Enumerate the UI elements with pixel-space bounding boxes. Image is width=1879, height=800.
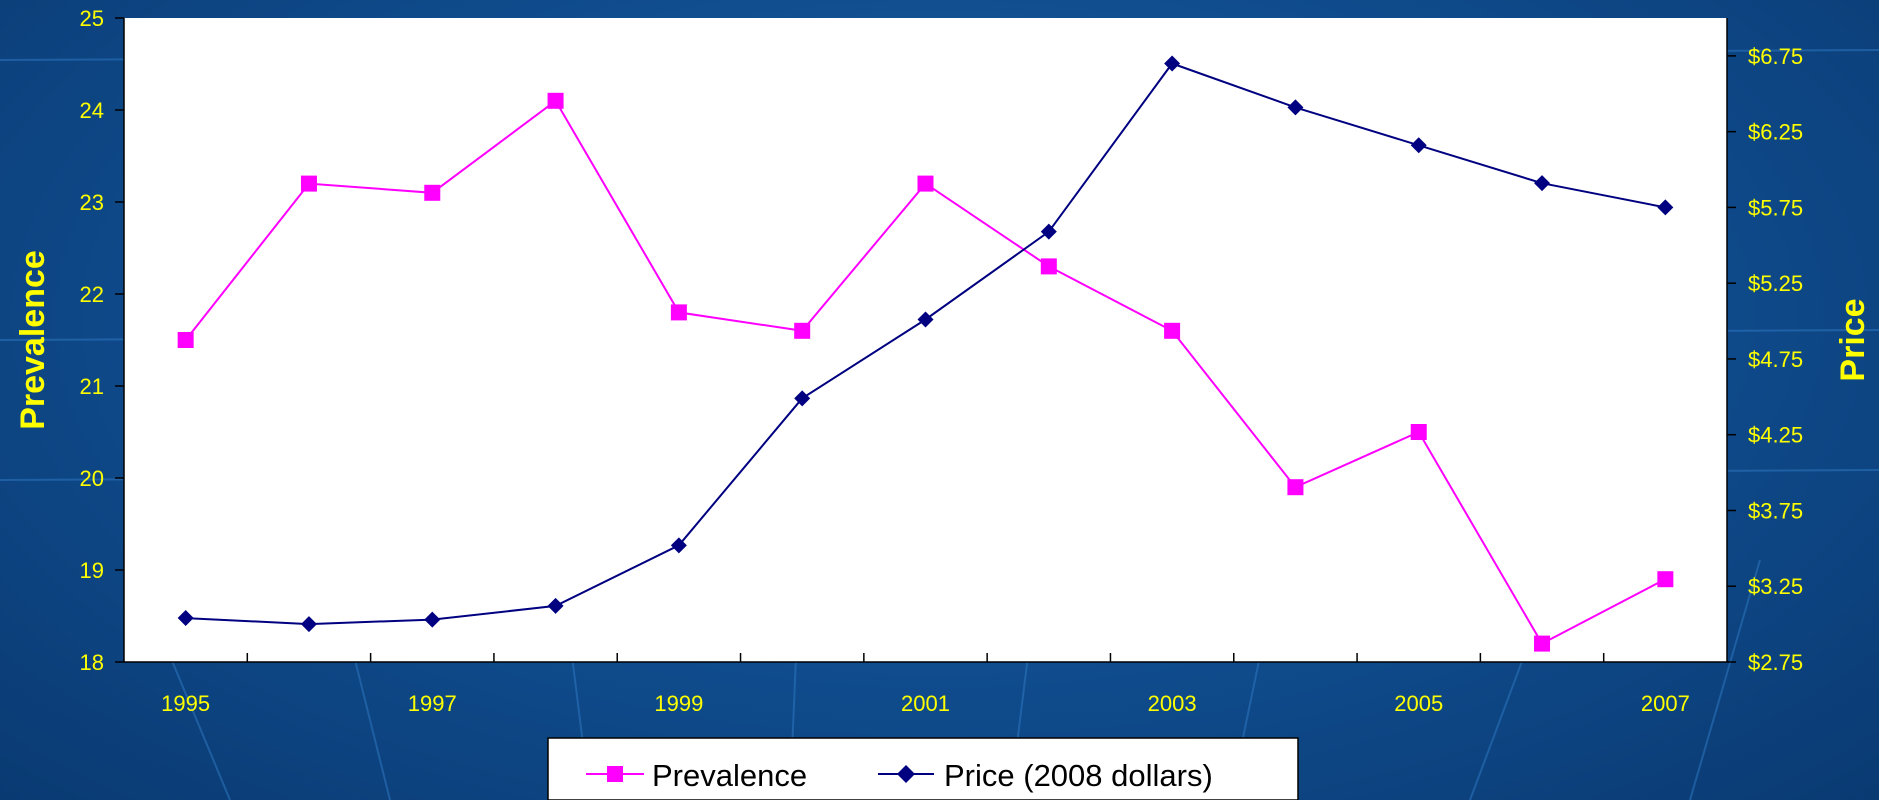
- price-point: [1534, 175, 1551, 192]
- y-axis-left-title: Prevalence: [14, 250, 52, 430]
- y-left-tick-label: 23: [80, 190, 104, 215]
- y-left-tick-label: 22: [80, 282, 104, 307]
- x-tick-label: 2003: [1148, 691, 1197, 716]
- price-point: [1287, 99, 1304, 116]
- x-tick-label: 1995: [161, 691, 210, 716]
- price-point: [1410, 137, 1427, 154]
- legend-prevalence-marker: [607, 766, 623, 782]
- series-layer: [177, 55, 1674, 652]
- y-right-tick-label: $6.75: [1748, 44, 1803, 69]
- y-right-tick-label: $2.75: [1748, 650, 1803, 675]
- price-point: [670, 537, 687, 554]
- x-tick-label: 2005: [1394, 691, 1443, 716]
- x-tick-label: 2001: [901, 691, 950, 716]
- prevalence-point: [1657, 571, 1674, 588]
- prevalence-point: [794, 322, 811, 339]
- x-tick-label: 1997: [408, 691, 457, 716]
- price-point: [300, 616, 317, 633]
- y-right-tick-label: $3.25: [1748, 574, 1803, 599]
- y-left-tick-label: 24: [80, 98, 104, 123]
- prevalence-point: [1040, 258, 1057, 275]
- prevalence-point: [1287, 479, 1304, 496]
- x-tick-label: 2007: [1641, 691, 1690, 716]
- y-right-tick-label: $3.75: [1748, 498, 1803, 523]
- axes: 18 19 20 21 22 23 24 25 $2.75 $3.25 $3.75 $4.25 $4.7…: [80, 6, 1804, 716]
- y-right-tick-label: $6.25: [1748, 120, 1803, 145]
- y-right-tick-label: $4.25: [1748, 423, 1803, 448]
- y-right-tick-label: $4.75: [1748, 347, 1803, 372]
- y-left-tick-label: 19: [80, 558, 104, 583]
- y-right-tick-label: $5.25: [1748, 271, 1803, 296]
- y-left-tick-label: 21: [80, 374, 104, 399]
- legend-prevalence-label: Prevalence: [652, 758, 807, 793]
- y-left-tick-label: 18: [80, 650, 104, 675]
- y-right-tick-label: $5.75: [1748, 195, 1803, 220]
- legend: Prevalence Price (2008 dollars): [547, 737, 1299, 800]
- x-tick-label: 1999: [654, 691, 703, 716]
- prevalence-point: [424, 184, 441, 201]
- price-point: [177, 610, 194, 627]
- price-point: [1657, 199, 1674, 216]
- price-point: [1040, 223, 1057, 240]
- prevalence-point: [547, 92, 564, 109]
- plot-area: [124, 18, 1727, 662]
- y-left-tick-label: 20: [80, 466, 104, 491]
- price-point: [1164, 55, 1181, 72]
- prevalence-point: [177, 332, 194, 348]
- legend-price-marker: [897, 765, 915, 783]
- y-left-tick-label: 25: [80, 6, 104, 31]
- y-axis-right-title: Price: [1834, 298, 1872, 381]
- price-point: [547, 597, 564, 614]
- prevalence-point: [300, 175, 317, 192]
- prevalence-point: [1164, 322, 1181, 339]
- price-point: [917, 311, 934, 328]
- legend-box: [547, 737, 1299, 800]
- prevalence-point: [1410, 424, 1427, 440]
- prevalence-point: [1534, 635, 1551, 652]
- prevalence-point: [917, 175, 934, 192]
- legend-price-label: Price (2008 dollars): [944, 758, 1213, 793]
- price-point: [424, 611, 441, 628]
- prevalence-point: [670, 304, 687, 321]
- price-point: [794, 390, 811, 407]
